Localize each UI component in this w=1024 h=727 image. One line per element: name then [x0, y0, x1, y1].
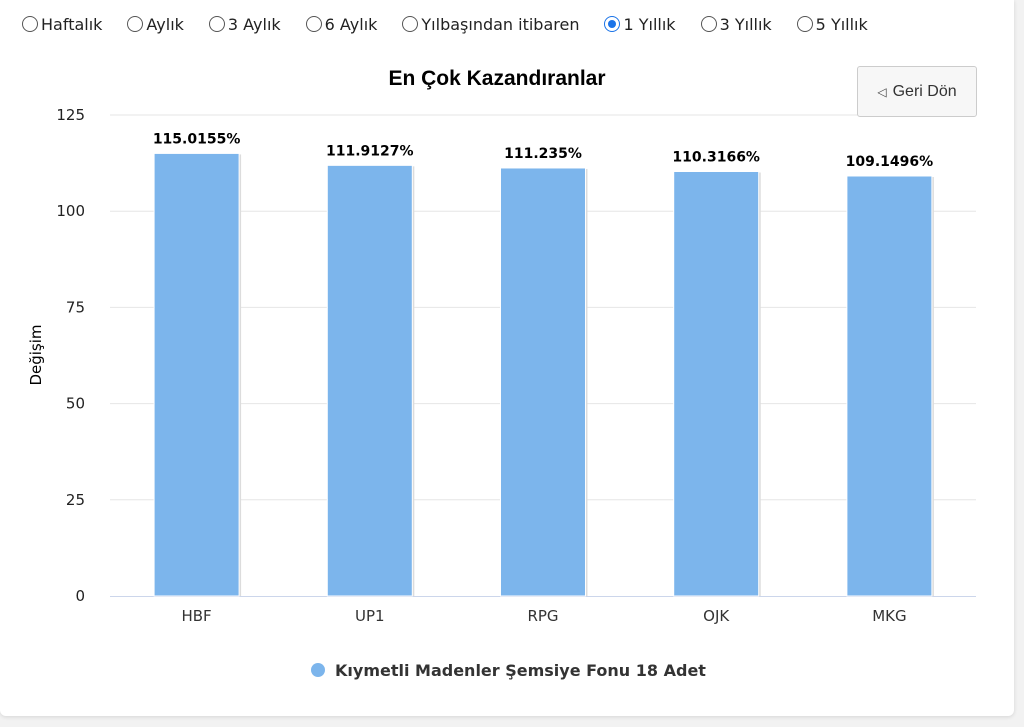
- data-label: 111.9127%: [326, 143, 414, 159]
- bars: [153, 152, 934, 597]
- x-tick-label: HBF: [181, 607, 211, 625]
- period-option[interactable]: Yılbaşından itibaren: [402, 15, 579, 34]
- x-tick-label: MKG: [872, 607, 906, 625]
- period-option-label: Yılbaşından itibaren: [421, 14, 580, 34]
- radio-unchecked-icon[interactable]: [402, 16, 419, 32]
- y-tick-label: 75: [66, 298, 85, 316]
- bar[interactable]: [153, 152, 240, 597]
- period-option[interactable]: 6 Aylık: [305, 14, 378, 34]
- y-axis-label: Değişim: [27, 324, 45, 385]
- period-option-label: 3 Aylık: [227, 14, 281, 34]
- legend[interactable]: Kıymetli Madenler Şemsiye Fonu 18 Adet: [311, 661, 706, 680]
- period-option-label: Haftalık: [41, 14, 103, 34]
- legend-swatch: [311, 663, 325, 677]
- y-tick-label: 0: [75, 587, 85, 605]
- period-option-label: Aylık: [146, 14, 184, 34]
- x-tick-label: RPG: [527, 607, 558, 625]
- period-option-label: 6 Aylık: [324, 14, 378, 34]
- bar-chart: En Çok Kazandıranlar 115.0155%111.9127% 1…: [27, 67, 976, 680]
- period-option-label: 3 Yıllık: [719, 14, 772, 34]
- period-option-label: 5 Yıllık: [815, 14, 868, 34]
- y-tick-label: 50: [66, 395, 85, 413]
- data-labels: 115.0155% 111.9127% 111.235% 110.3166% 109.1…: [153, 131, 933, 170]
- bar[interactable]: [673, 171, 760, 597]
- back-button[interactable]: ◁ Geri Dön: [857, 66, 977, 117]
- x-axis-ticks: HBF UP1 RPG OJK MKG: [181, 607, 906, 625]
- radio-unchecked-icon[interactable]: [22, 16, 38, 32]
- radio-unchecked-icon[interactable]: [127, 16, 144, 32]
- legend-series-name: Kıymetli Madenler Şemsiye Fonu 18 Adet: [335, 661, 706, 680]
- period-selector: Haftalık Aylık 3 Aylık 6 Aylık Yılbaşından i…: [22, 10, 868, 38]
- y-tick-label: 125: [56, 106, 85, 124]
- bar[interactable]: [326, 164, 413, 597]
- x-tick-label: OJK: [703, 607, 730, 625]
- y-tick-label: 100: [56, 202, 85, 220]
- y-axis-ticks: 0 25 50 75 100 125: [56, 106, 85, 605]
- period-option[interactable]: Aylık: [127, 14, 184, 34]
- radio-unchecked-icon[interactable]: [796, 16, 813, 32]
- data-label: 115.0155%: [153, 131, 241, 147]
- bar[interactable]: [846, 175, 933, 597]
- y-tick-label: 25: [66, 491, 85, 509]
- period-option[interactable]: Haftalık: [22, 15, 102, 34]
- data-label: 109.1496%: [846, 154, 934, 170]
- back-button-label: Geri Dön: [892, 82, 957, 100]
- period-option[interactable]: 5 Yıllık: [796, 14, 868, 34]
- radio-unchecked-icon[interactable]: [208, 16, 225, 32]
- period-option[interactable]: 3 Yıllık: [700, 14, 772, 34]
- period-option-label: 1 Yıllık: [623, 14, 676, 34]
- radio-unchecked-icon[interactable]: [305, 16, 322, 32]
- chart-title: En Çok Kazandıranlar: [388, 67, 605, 90]
- x-tick-label: UP1: [355, 607, 385, 625]
- radio-checked-icon[interactable]: [604, 16, 621, 32]
- bar[interactable]: [500, 167, 586, 597]
- data-label: 110.3166%: [672, 150, 760, 166]
- radio-unchecked-icon[interactable]: [700, 16, 717, 32]
- period-option[interactable]: 1 Yıllık: [604, 14, 676, 34]
- data-label: 111.235%: [504, 146, 582, 162]
- back-triangle-icon: ◁: [877, 84, 887, 99]
- period-option[interactable]: 3 Aylık: [208, 14, 281, 34]
